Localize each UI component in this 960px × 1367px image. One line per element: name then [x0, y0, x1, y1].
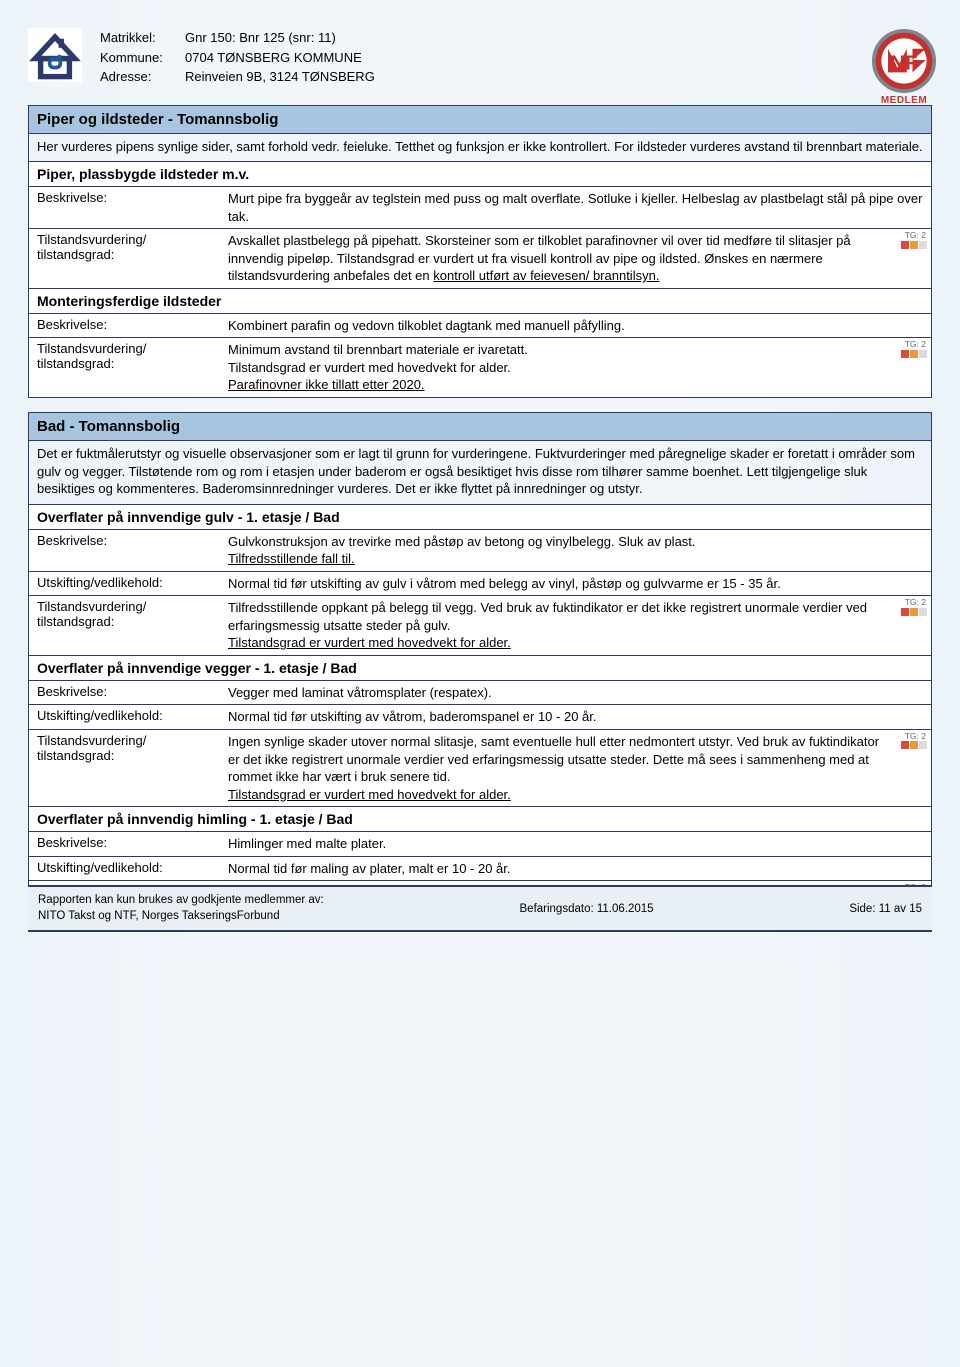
- content-piper-tilstand-under: kontroll utført av feievesen/ branntilsy…: [433, 268, 659, 283]
- sub-piper-title: Piper, plassbygde ildsteder m.v.: [28, 162, 932, 187]
- section-piper-title: Piper og ildsteder - Tomannsbolig: [28, 105, 932, 134]
- footer-left-l2: NITO Takst og NTF, Norges TakseringsForb…: [38, 909, 324, 925]
- tg-badge: TG: 2: [891, 231, 927, 249]
- row-vegger-utskifting: Utskifting/vedlikehold: Normal tid før u…: [28, 705, 932, 730]
- sub-montering-title: Monteringsferdige ildsteder: [28, 289, 932, 314]
- label-tilstand: Tilstandsvurdering/ tilstandsgrad:: [29, 730, 224, 806]
- footer-center: Befaringsdato: 11.06.2015: [520, 903, 654, 915]
- tg-text: TG: 2: [891, 231, 927, 240]
- label-utskifting: Utskifting/vedlikehold:: [29, 572, 224, 596]
- row-gulv-tilstand: Tilstandsvurdering/ tilstandsgrad: Tilfr…: [28, 596, 932, 656]
- row-montering-tilstand: Tilstandsvurdering/ tilstandsgrad: Minim…: [28, 338, 932, 398]
- matrikkel-value: Gnr 150: Bnr 125 (snr: 11): [185, 28, 336, 48]
- label-utskifting: Utskifting/vedlikehold:: [29, 857, 224, 881]
- svg-text:NF: NF: [890, 51, 918, 74]
- row-vegger-beskrivelse: Beskrivelse: Vegger med laminat våtromsp…: [28, 681, 932, 706]
- tg-badge: TG: 2: [891, 732, 927, 750]
- content-vegger-utskifting: Normal tid før utskifting av våtrom, bad…: [224, 705, 931, 729]
- label-beskrivelse: Beskrivelse:: [29, 530, 224, 571]
- label-tilstand: Tilstandsvurdering/ tilstandsgrad:: [29, 229, 224, 288]
- content-montering-tilstand-l2: Tilstandsgrad er vurdert med hovedvekt f…: [228, 360, 511, 375]
- content-piper-beskrivelse: Murt pipe fra byggeår av teglstein med p…: [224, 187, 931, 228]
- content-vegger-tilstand-under: Tilstandsgrad er vurdert med hovedvekt f…: [228, 787, 511, 802]
- content-gulv-tilstand: Tilfredsstillende oppkant på belegg til …: [224, 596, 931, 655]
- tg-text: TG: 2: [891, 340, 927, 349]
- content-vegger-tilstand: Ingen synlige skader utover normal slita…: [224, 730, 931, 806]
- adresse-label: Adresse:: [100, 67, 185, 87]
- content-vegger-beskrivelse: Vegger med laminat våtromsplater (respat…: [224, 681, 931, 705]
- house-logo-icon: [28, 28, 82, 82]
- sub-himling-title: Overflater på innvendig himling - 1. eta…: [28, 807, 932, 832]
- content-gulv-tilstand-main: Tilfredsstillende oppkant på belegg til …: [228, 600, 867, 633]
- medlem-badge: NF MEDLEM: [868, 28, 940, 106]
- row-montering-beskrivelse: Beskrivelse: Kombinert parafin og vedovn…: [28, 314, 932, 339]
- content-montering-tilstand: Minimum avstand til brennbart materiale …: [224, 338, 931, 397]
- section-piper: Piper og ildsteder - Tomannsbolig Her vu…: [28, 105, 932, 398]
- tg-squares-icon: [891, 608, 927, 616]
- matrikkel-label: Matrikkel:: [100, 28, 185, 48]
- label-tilstand: Tilstandsvurdering/ tilstandsgrad:: [29, 596, 224, 655]
- label-beskrivelse: Beskrivelse:: [29, 187, 224, 228]
- content-himling-beskrivelse: Himlinger med malte plater.: [224, 832, 931, 856]
- row-gulv-utskifting: Utskifting/vedlikehold: Normal tid før u…: [28, 572, 932, 597]
- kommune-label: Kommune:: [100, 48, 185, 68]
- content-gulv-tilstand-under: Tilstandsgrad er vurdert med hovedvekt f…: [228, 635, 511, 650]
- label-beskrivelse: Beskrivelse:: [29, 314, 224, 338]
- content-gulv-beskrivelse-text: Gulvkonstruksjon av trevirke med påstøp …: [228, 534, 696, 549]
- content-montering-tilstand-l3: Parafinovner ikke tillatt etter 2020.: [228, 377, 425, 392]
- section-piper-intro: Her vurderes pipens synlige sider, samt …: [28, 134, 932, 163]
- label-beskrivelse: Beskrivelse:: [29, 681, 224, 705]
- content-piper-tilstand: Avskallet plastbelegg på pipehatt. Skors…: [224, 229, 931, 288]
- tg-squares-icon: [891, 241, 927, 249]
- footer-right: Side: 11 av 15: [849, 903, 922, 915]
- page-content: Matrikkel: Gnr 150: Bnr 125 (snr: 11) Ko…: [0, 0, 960, 972]
- medlem-badge-icon: NF: [871, 28, 937, 94]
- content-montering-beskrivelse: Kombinert parafin og vedovn tilkoblet da…: [224, 314, 931, 338]
- content-gulv-beskrivelse-under: Tilfredsstillende fall til.: [228, 551, 355, 566]
- content-gulv-beskrivelse: Gulvkonstruksjon av trevirke med påstøp …: [224, 530, 931, 571]
- footer-left: Rapporten kan kun brukes av godkjente me…: [38, 893, 324, 924]
- header-info: Matrikkel: Gnr 150: Bnr 125 (snr: 11) Ko…: [100, 28, 375, 87]
- sub-gulv-title: Overflater på innvendige gulv - 1. etasj…: [28, 505, 932, 530]
- row-piper-beskrivelse: Beskrivelse: Murt pipe fra byggeår av te…: [28, 187, 932, 229]
- tg-badge: TG: 2: [891, 340, 927, 358]
- sub-vegger-title: Overflater på innvendige vegger - 1. eta…: [28, 656, 932, 681]
- page-header: Matrikkel: Gnr 150: Bnr 125 (snr: 11) Ko…: [28, 28, 932, 87]
- tg-text: TG: 2: [891, 598, 927, 607]
- content-gulv-utskifting: Normal tid før utskifting av gulv i våtr…: [224, 572, 931, 596]
- content-vegger-tilstand-main: Ingen synlige skader utover normal slita…: [228, 734, 879, 784]
- tg-squares-icon: [891, 741, 927, 749]
- section-bad-title: Bad - Tomannsbolig: [28, 412, 932, 441]
- tg-badge: TG: 2: [891, 598, 927, 616]
- tg-squares-icon: [891, 350, 927, 358]
- adresse-value: Reinveien 9B, 3124 TØNSBERG: [185, 67, 375, 87]
- row-gulv-beskrivelse: Beskrivelse: Gulvkonstruksjon av trevirk…: [28, 530, 932, 572]
- content-montering-tilstand-l1: Minimum avstand til brennbart materiale …: [228, 342, 528, 357]
- row-piper-tilstand: Tilstandsvurdering/ tilstandsgrad: Avska…: [28, 229, 932, 289]
- section-bad: Bad - Tomannsbolig Det er fuktmålerutsty…: [28, 412, 932, 918]
- row-vegger-tilstand: Tilstandsvurdering/ tilstandsgrad: Ingen…: [28, 730, 932, 807]
- section-bad-intro: Det er fuktmålerutstyr og visuelle obser…: [28, 441, 932, 505]
- kommune-value: 0704 TØNSBERG KOMMUNE: [185, 48, 362, 68]
- medlem-text: MEDLEM: [868, 95, 940, 106]
- label-beskrivelse: Beskrivelse:: [29, 832, 224, 856]
- content-himling-utskifting: Normal tid før maling av plater, malt er…: [224, 857, 931, 881]
- label-tilstand: Tilstandsvurdering/ tilstandsgrad:: [29, 338, 224, 397]
- row-himling-utskifting: Utskifting/vedlikehold: Normal tid før m…: [28, 857, 932, 882]
- tg-text: TG: 2: [891, 732, 927, 741]
- label-utskifting: Utskifting/vedlikehold:: [29, 705, 224, 729]
- page-footer: Rapporten kan kun brukes av godkjente me…: [28, 885, 932, 932]
- footer-left-l1: Rapporten kan kun brukes av godkjente me…: [38, 893, 324, 909]
- row-himling-beskrivelse: Beskrivelse: Himlinger med malte plater.: [28, 832, 932, 857]
